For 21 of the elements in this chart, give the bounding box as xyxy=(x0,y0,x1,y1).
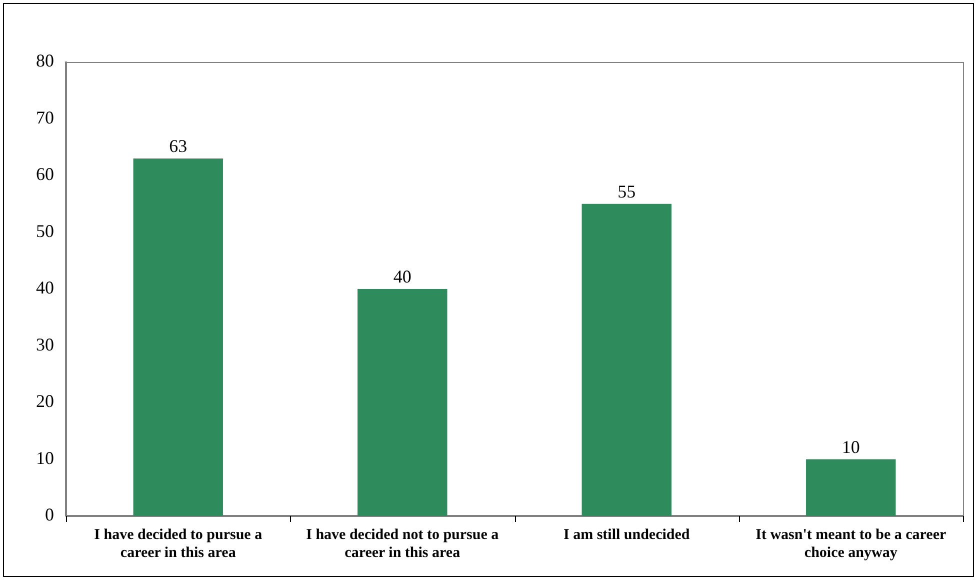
data-label: 40 xyxy=(393,266,412,287)
data-label: 10 xyxy=(842,436,860,457)
data-label: 55 xyxy=(618,182,636,202)
bar xyxy=(806,459,896,516)
y-tick-label: 80 xyxy=(36,50,54,71)
x-tick-label: I have decided not to pursue a career in this area xyxy=(306,526,500,561)
bar xyxy=(582,204,672,516)
bar xyxy=(133,158,223,516)
y-tick-label: 10 xyxy=(36,448,54,468)
y-tick-label: 50 xyxy=(36,220,54,241)
y-tick-label: 20 xyxy=(36,391,54,412)
y-tick-label: 0 xyxy=(45,504,54,525)
bar xyxy=(358,289,448,516)
x-tick-label: I have decided to pursue a career in this area xyxy=(94,526,263,561)
y-tick-label: 40 xyxy=(36,278,54,298)
y-tick-label: 60 xyxy=(36,164,54,184)
y-tick-label: 30 xyxy=(36,334,54,354)
x-tick-label: It wasn't meant to be a career choice anyway xyxy=(756,526,946,561)
x-tick-label: I am still undecided xyxy=(563,526,690,543)
y-tick-label: 70 xyxy=(36,107,54,128)
data-label: 63 xyxy=(169,136,188,156)
